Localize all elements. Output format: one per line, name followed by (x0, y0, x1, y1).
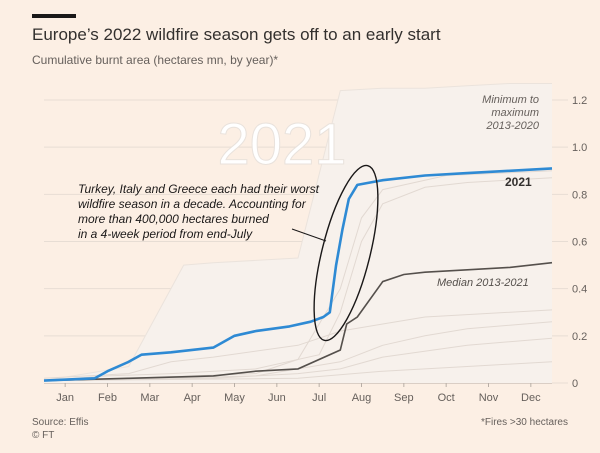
median-line (43, 261, 553, 382)
xtick-label: Oct (438, 392, 455, 404)
chart-title: Europe’s 2022 wildfire season gets off t… (32, 25, 441, 44)
xtick-label: Dec (521, 392, 541, 404)
min-max-band-area (44, 83, 552, 383)
median-series-label: Median 2013-2021 (437, 277, 529, 289)
ft-top-bar (32, 14, 76, 18)
xtick-label: Jan (56, 392, 74, 404)
ytick-label: 1.2 (572, 95, 587, 107)
other-year-line-4 (43, 337, 553, 382)
xtick-label: May (224, 392, 245, 404)
credit-text: © FT (32, 430, 55, 441)
chart-subtitle: Cumulative burnt area (hectares mn, by y… (32, 53, 279, 67)
xtick-label: Jul (312, 392, 326, 404)
ytick-label: 0.6 (572, 237, 587, 249)
ytick-label: 0.8 (572, 189, 587, 201)
xtick-label: Feb (98, 392, 117, 404)
other-year-line-0 (43, 177, 553, 382)
chart-svg: 2021 0 0.2 0.4 0.6 0.8 1.0 1.2 Jan Feb Mar Apr May J… (43, 83, 587, 404)
xtick-label: Nov (479, 392, 499, 404)
ytick-label: 0.2 (572, 331, 587, 343)
ytick-label: 0.4 (572, 284, 587, 296)
series-labels: 2021 Median 2013-2021 Minimum tomaximum201… (437, 94, 540, 289)
series-layer (43, 167, 553, 382)
other-year-line-3 (43, 321, 553, 382)
annotation-line: Turkey, Italy and Greece each had their … (78, 182, 320, 196)
year-watermark: 2021 (217, 112, 346, 177)
tick-labels: 0 0.2 0.4 0.6 0.8 1.0 1.2 Jan Feb Mar Apr May Jun Jul… (56, 95, 587, 404)
xtick-label: Sep (394, 392, 414, 404)
xtick-label: Jun (268, 392, 286, 404)
ytick-label: 0 (572, 378, 578, 390)
footer-source-block: Source: Effis © FT (32, 416, 89, 442)
band-layer (43, 83, 552, 383)
xtick-label: Aug (352, 392, 372, 404)
band-label-line: Minimum to (482, 94, 539, 106)
xtick-label: Apr (184, 392, 201, 404)
footnote-text: *Fires >30 hectares (481, 417, 568, 428)
source-text: Source: Effis (32, 417, 89, 428)
series-2021-line (43, 167, 553, 382)
series-2021-label: 2021 (505, 175, 532, 189)
ytick-label: 1.0 (572, 142, 587, 154)
annotation-ellipse (313, 164, 379, 342)
xtick-label: Mar (140, 392, 159, 404)
min-max-band-edge (43, 83, 552, 382)
band-label-line: maximum (491, 107, 539, 119)
annotation-layer: Turkey, Italy and Greece each had their … (78, 164, 379, 342)
other-year-line-2 (43, 309, 553, 379)
other-year-line-5 (43, 361, 553, 382)
band-label-line: 2013-2020 (485, 120, 539, 132)
annotation-line: more than 400,000 hectares burned (78, 212, 269, 226)
annotation-line: wildfire season in a decade. Accounting … (78, 197, 307, 211)
annotation-leader-line (291, 228, 327, 242)
annotation-line: in a 4-week period from end-July (78, 227, 253, 241)
